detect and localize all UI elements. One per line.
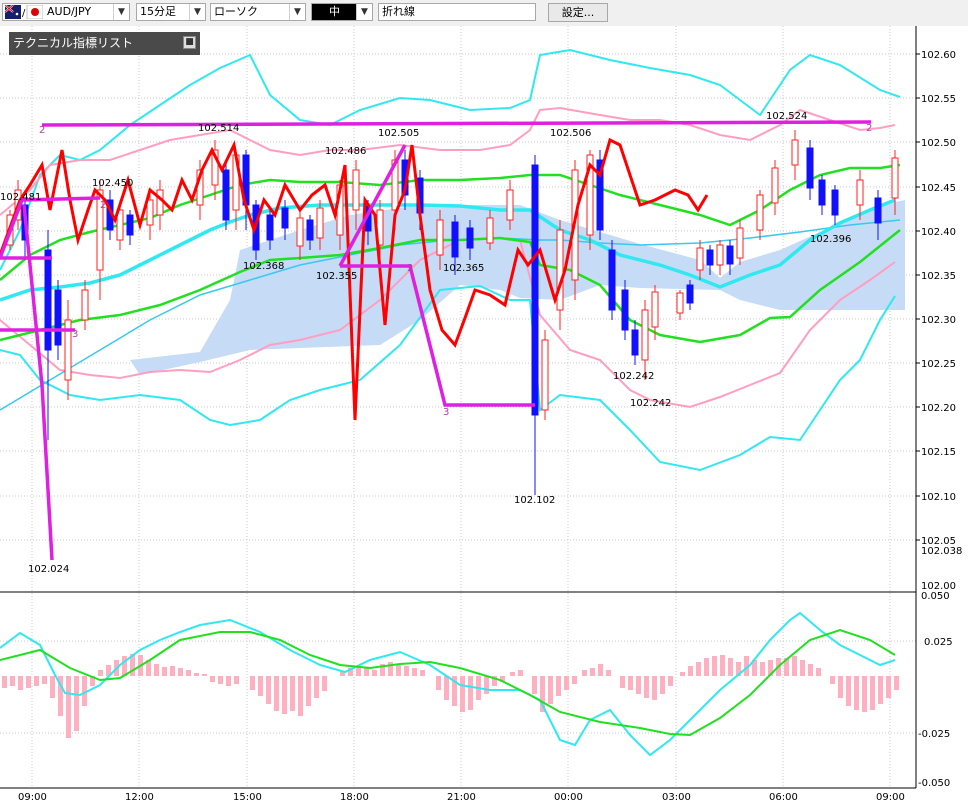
- currency-pair-select[interactable]: / AUD/JPY ▼: [2, 3, 130, 21]
- price-annotation: 102.481: [0, 192, 41, 203]
- chart-type-select[interactable]: ローソク ▼: [210, 3, 306, 21]
- price-tick: 102.50: [921, 138, 956, 149]
- price-annotation: 102.486: [325, 146, 366, 157]
- price-annotation: 102.355: [316, 271, 357, 282]
- price-tick: 102.05: [921, 536, 956, 547]
- chevron-down-icon[interactable]: ▼: [289, 4, 305, 20]
- wave-label: 2: [407, 263, 413, 274]
- price-annotation: 102.242: [630, 398, 671, 409]
- macd-line: [0, 611, 896, 757]
- price-tick: 102.15: [921, 447, 956, 458]
- price-tick: 102.038: [921, 546, 962, 557]
- flag-au-jp-icon: /: [5, 5, 43, 19]
- price-axis-labels: 102.60 102.55 102.50 102.45 102.40 102.3…: [921, 50, 962, 592]
- price-annotation: 102.365: [443, 263, 484, 274]
- line-type-label: 折れ線: [382, 5, 415, 18]
- time-tick: 09:00: [18, 792, 47, 803]
- bollinger-middle-line: [0, 198, 896, 302]
- price-annotation: 102.368: [243, 261, 284, 272]
- price-axis: [916, 53, 920, 541]
- wave-label: 2: [39, 125, 45, 136]
- time-tick: 18:00: [340, 792, 369, 803]
- price-tick: 102.60: [921, 50, 956, 61]
- price-annotation: 102.514: [198, 123, 239, 134]
- macd-tick: -0.025: [918, 729, 950, 740]
- timeframe-label: 15分足: [140, 5, 176, 18]
- chevron-down-icon[interactable]: ▼: [113, 4, 129, 20]
- timeframe-select[interactable]: 15分足 ▼: [136, 3, 206, 21]
- chart-area[interactable]: 2 3 2 2 3 2 102.481 102.450 102.514 102.…: [0, 26, 968, 804]
- price-tick: 102.20: [921, 403, 956, 414]
- price-annotation: 102.396: [810, 234, 851, 245]
- svg-text:/: /: [22, 8, 26, 19]
- macd-signal-line: [0, 628, 896, 737]
- wave-label: 3: [72, 329, 78, 340]
- price-annotation: 102.242: [613, 371, 654, 382]
- chevron-down-icon[interactable]: ▼: [189, 4, 205, 20]
- bollinger-outer-bands: [0, 48, 901, 472]
- toolbar: / AUD/JPY ▼ 15分足 ▼ ローソク ▼ 中 ▼ 折れ線 設定...: [0, 0, 968, 27]
- price-annotation: 102.524: [766, 111, 807, 122]
- time-tick: 09:00: [876, 792, 905, 803]
- indicator-list-title: テクニカル指標リスト: [13, 36, 134, 50]
- time-tick: 15:00: [233, 792, 262, 803]
- price-annotation: 102.506: [550, 128, 591, 139]
- price-tick: 102.35: [921, 271, 956, 282]
- macd-tick: -0.050: [918, 778, 950, 789]
- time-tick: 12:00: [125, 792, 154, 803]
- ichimoku-cloud: [130, 200, 905, 375]
- price-tick: 102.00: [921, 581, 956, 592]
- time-tick: 03:00: [662, 792, 691, 803]
- zigzag-lines: [0, 120, 872, 561]
- wave-labels: 2 3 2 2 3 2: [39, 123, 872, 418]
- collapse-icon[interactable]: ■: [183, 36, 196, 49]
- indicator-list-panel[interactable]: テクニカル指標リスト ■: [9, 32, 200, 55]
- macd-tick: 0.050: [921, 591, 950, 602]
- price-tick: 102.10: [921, 492, 956, 503]
- price-axis-background: [916, 26, 968, 804]
- macd-tick: 0.025: [924, 637, 953, 648]
- wave-label: 3: [443, 407, 449, 418]
- time-tick: 21:00: [447, 792, 476, 803]
- price-tick: 102.40: [921, 227, 956, 238]
- wave-label: 2: [866, 123, 872, 134]
- chart-size-label: 中: [312, 4, 357, 20]
- up-candles: [6, 130, 899, 420]
- chevron-down-icon[interactable]: ▼: [356, 4, 372, 20]
- price-annotation: 102.102: [514, 495, 555, 506]
- wave-label: 2: [100, 200, 106, 211]
- macd-grid: [0, 640, 916, 734]
- settings-button[interactable]: 設定...: [548, 3, 608, 22]
- price-tick: 102.25: [921, 359, 956, 370]
- line-type-field[interactable]: 折れ線: [378, 3, 536, 21]
- price-tick: 102.30: [921, 315, 956, 326]
- price-annotation: 102.505: [378, 128, 419, 139]
- price-tick: 102.45: [921, 183, 956, 194]
- price-annotation: 102.450: [92, 178, 133, 189]
- macd-axis-labels: 0.050 0.025 -0.025 -0.050: [918, 591, 953, 789]
- price-tick: 102.55: [921, 94, 956, 105]
- time-axis-labels: 09:00 12:00 15:00 18:00 21:00 00:00 03:0…: [18, 792, 905, 803]
- price-annotation: 102.024: [28, 564, 69, 575]
- time-tick: 06:00: [769, 792, 798, 803]
- currency-pair-label: AUD/JPY: [47, 5, 92, 18]
- chart-size-select[interactable]: 中 ▼: [311, 3, 373, 21]
- line-chart-series: [0, 137, 709, 421]
- price-annotations: 102.481 102.450 102.514 102.368 102.486 …: [0, 111, 851, 575]
- time-tick: 00:00: [554, 792, 583, 803]
- chart-type-label: ローソク: [214, 5, 258, 18]
